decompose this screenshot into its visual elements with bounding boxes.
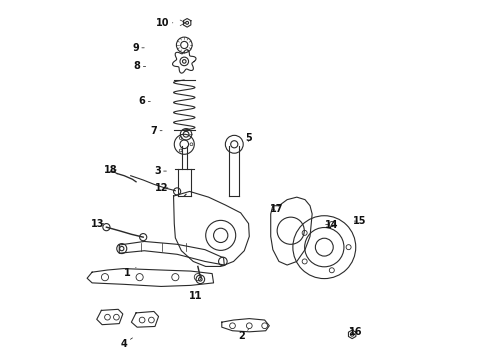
Text: 18: 18 xyxy=(104,165,118,175)
Text: 13: 13 xyxy=(91,219,104,229)
Text: 7: 7 xyxy=(150,126,162,136)
Text: 15: 15 xyxy=(353,216,367,226)
Text: 12: 12 xyxy=(155,183,169,193)
Text: 3: 3 xyxy=(154,166,167,176)
Text: 9: 9 xyxy=(132,43,144,53)
Text: 10: 10 xyxy=(156,18,173,28)
Text: 17: 17 xyxy=(270,204,284,214)
Text: 11: 11 xyxy=(189,291,202,301)
Text: 4: 4 xyxy=(121,338,132,348)
Text: 1: 1 xyxy=(124,267,136,278)
Text: 2: 2 xyxy=(238,329,248,342)
Text: 5: 5 xyxy=(245,133,252,143)
Text: 8: 8 xyxy=(134,62,146,71)
Text: 14: 14 xyxy=(325,220,338,230)
Text: 16: 16 xyxy=(349,327,363,337)
Text: 6: 6 xyxy=(139,96,150,107)
